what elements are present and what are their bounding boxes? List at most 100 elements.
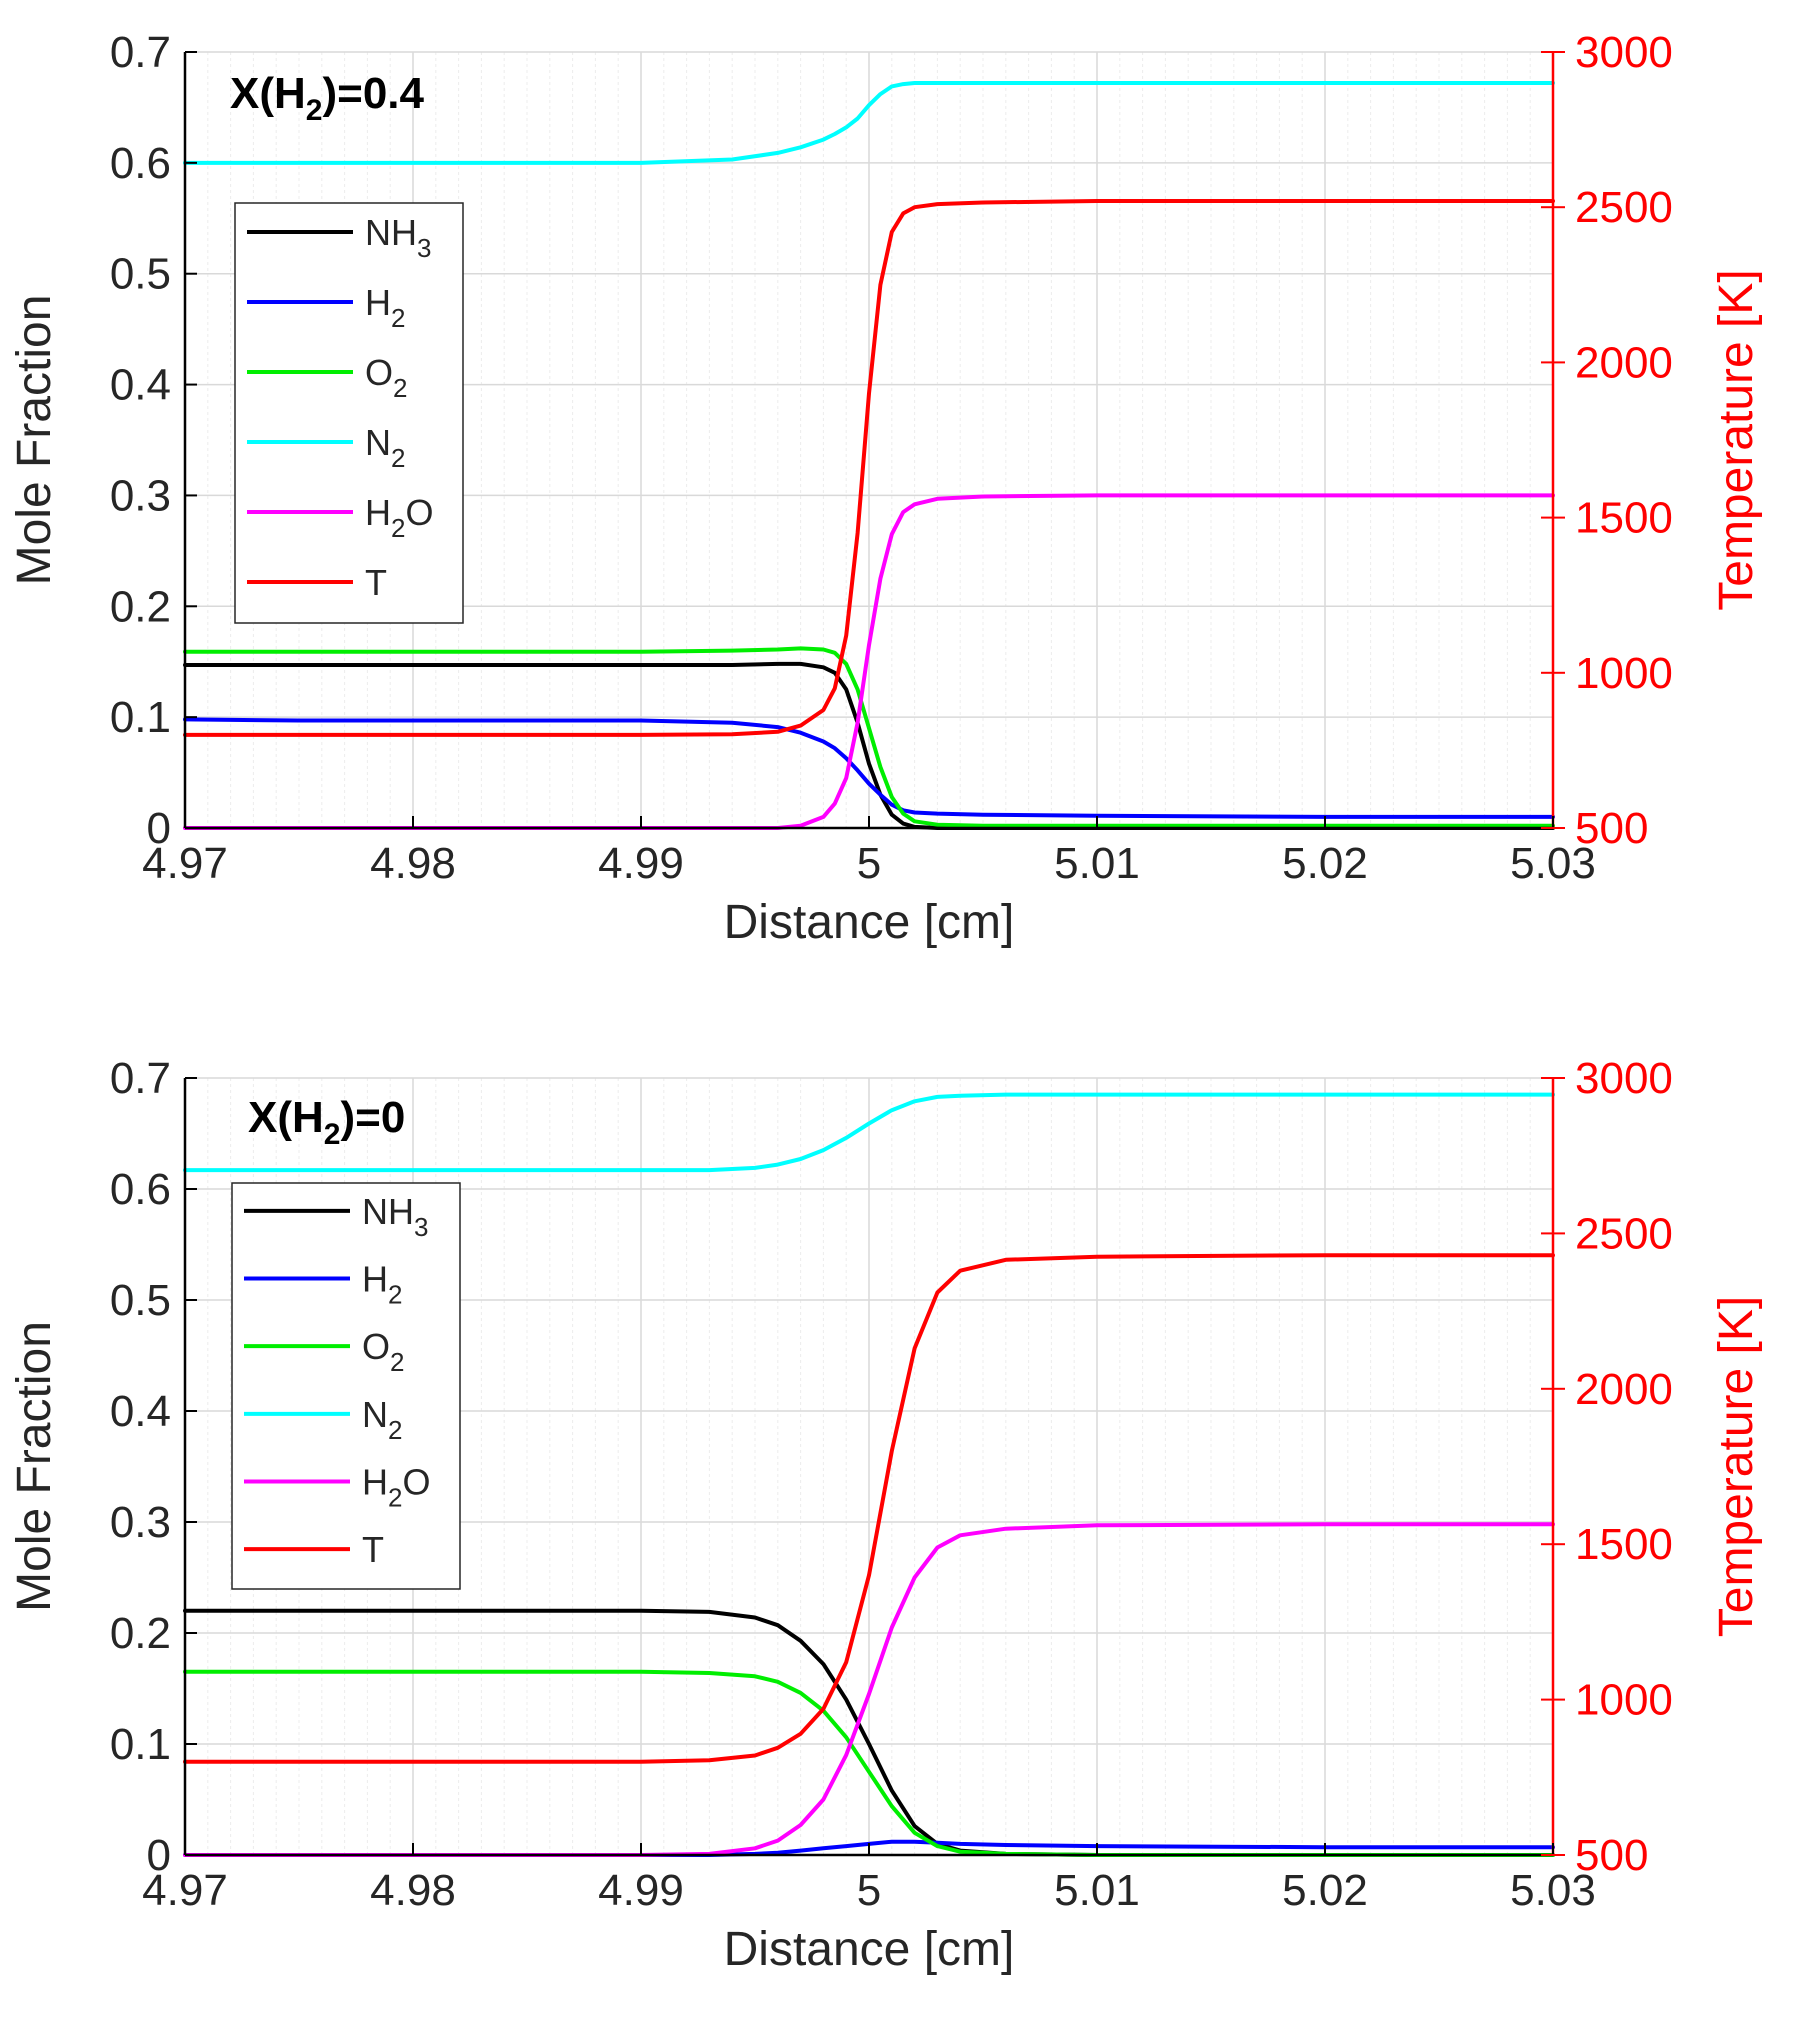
y-tick-label: 0.1 (110, 1720, 171, 1769)
x-tick-label: 5.03 (1510, 1866, 1596, 1915)
x-axis-label: Distance [cm] (724, 896, 1015, 949)
y-right-tick-label: 2500 (1575, 1209, 1673, 1258)
x-tick-label: 5 (857, 839, 881, 888)
y-right-tick-label: 2000 (1575, 1365, 1673, 1414)
legend-entry-tail: O (405, 492, 433, 533)
x-tick-label: 5 (857, 1866, 881, 1915)
y-tick-label: 0.7 (110, 1054, 171, 1103)
series-line-h2 (183, 717, 1555, 819)
y-tick-label: 0.2 (110, 1609, 171, 1658)
legend-box (234, 202, 464, 624)
x-tick-label: 5.02 (1282, 839, 1368, 888)
x-tick-label: 4.99 (598, 1866, 684, 1915)
legend-entry-name: H (365, 282, 391, 323)
legend-entry: NH3 (365, 212, 431, 263)
legend-entry: O2 (362, 1326, 404, 1377)
legend-entry-name: H (362, 1462, 388, 1503)
legend-entry: T (362, 1529, 384, 1570)
annotation-prefix: X(H (230, 69, 306, 118)
y-right-tick-label: 500 (1575, 1831, 1648, 1880)
y-axis-label: Mole Fraction (8, 1321, 61, 1612)
series-line-n2 (183, 81, 1555, 165)
x-tick-label: 5.02 (1282, 1866, 1368, 1915)
y-tick-label: 0 (147, 1831, 171, 1880)
y-tick-label: 0.7 (110, 28, 171, 77)
legend-entry-subscript: 2 (391, 443, 405, 473)
series-line-n2 (183, 1092, 1555, 1173)
series-line-t (183, 199, 1555, 737)
y-tick-label: 0.4 (110, 361, 171, 410)
y-axis-right-label: Temperature [K] (1710, 269, 1763, 610)
legend-entry: H2 (362, 1259, 402, 1310)
legend-entry-subscript: 2 (388, 1483, 402, 1513)
x-tick-label: 5.01 (1054, 839, 1140, 888)
x-axis-label: Distance [cm] (724, 1923, 1015, 1976)
x-tick-label: 4.97 (142, 1866, 228, 1915)
legend-entry: H2O (365, 492, 433, 543)
annotation-suffix: )=0.4 (322, 69, 424, 118)
legend-entry: NH3 (362, 1191, 428, 1242)
y-tick-label: 0.2 (110, 582, 171, 631)
legend-entry-subscript: 2 (393, 373, 407, 403)
y-right-tick-label: 1000 (1575, 1676, 1673, 1725)
legend-entry-name: T (365, 562, 387, 603)
legend-entry-tail: O (402, 1462, 430, 1503)
y-right-tick-label: 1000 (1575, 649, 1673, 698)
y-right-tick-label: 3000 (1575, 28, 1673, 77)
legend-box (231, 1182, 461, 1590)
y-tick-label: 0.5 (110, 250, 171, 299)
legend-entry: N2 (365, 422, 405, 473)
series-line-o2 (183, 646, 1555, 828)
x-tick-label: 5.01 (1054, 1866, 1140, 1915)
y-right-tick-label: 3000 (1575, 1054, 1673, 1103)
legend-entry-subscript: 2 (390, 1347, 404, 1377)
y-tick-label: 0.5 (110, 1276, 171, 1325)
legend-entry-name: H (365, 492, 391, 533)
panel-top: 4.97 4.98 4.99 5 5.01 5.02 5.03 0 0.1 0.2 0.3 0.4 0.… (8, 28, 1763, 949)
legend-entry: T (365, 562, 387, 603)
panel-bottom: 4.97 4.98 4.99 5 5.01 5.02 5.03 0 0.1 0.2 0.3 0.4 0.… (8, 1054, 1763, 1976)
legend-entry-subscript: 2 (391, 303, 405, 333)
x-tick-label: 4.98 (370, 1866, 456, 1915)
y-tick-label: 0.3 (110, 471, 171, 520)
panel-annotation: X(H2)=0 (248, 1093, 405, 1151)
y-right-tick-label: 1500 (1575, 494, 1673, 543)
x-tick-label: 4.98 (370, 839, 456, 888)
series-line-o2 (183, 1669, 1555, 1857)
legend-entry-subscript: 3 (414, 1212, 428, 1242)
legend-entry-name: NH (365, 212, 417, 253)
legend-entry-name: T (362, 1529, 384, 1570)
legend-entry: H2 (365, 282, 405, 333)
y-tick-label: 0 (147, 804, 171, 853)
legend-entry-name: NH (362, 1191, 414, 1232)
y-tick-label: 0.6 (110, 139, 171, 188)
y-tick-label: 0.6 (110, 1165, 171, 1214)
legend-entry-name: O (362, 1326, 390, 1367)
legend-entry: N2 (362, 1394, 402, 1445)
annotation-subscript: 2 (324, 1118, 341, 1151)
legend-entry: H2O (362, 1462, 430, 1513)
x-tick-label: 4.97 (142, 839, 228, 888)
series-line-t (183, 1253, 1555, 1764)
x-tick-label: 4.99 (598, 839, 684, 888)
annotation-subscript: 2 (306, 94, 323, 127)
y-right-tick-label: 2000 (1575, 338, 1673, 387)
y-right-tick-label: 2500 (1575, 183, 1673, 232)
y-tick-label: 0.3 (110, 1498, 171, 1547)
y-axis-label: Mole Fraction (8, 295, 61, 586)
y-right-tick-label: 1500 (1575, 1520, 1673, 1569)
y-right-tick-label: 500 (1575, 804, 1648, 853)
legend-entry-subscript: 2 (388, 1280, 402, 1310)
y-tick-label: 0.4 (110, 1387, 171, 1436)
panel-annotation: X(H2)=0.4 (230, 69, 425, 127)
legend-entry-name: N (365, 422, 391, 463)
legend-entry-subscript: 3 (417, 233, 431, 263)
y-axis-right-label: Temperature [K] (1710, 1296, 1763, 1637)
y-tick-label: 0.1 (110, 693, 171, 742)
legend-entry-name: N (362, 1394, 388, 1435)
x-tick-label: 5.03 (1510, 839, 1596, 888)
legend-entry-subscript: 2 (388, 1415, 402, 1445)
legend-entry-name: H (362, 1259, 388, 1300)
legend-entry: O2 (365, 352, 407, 403)
